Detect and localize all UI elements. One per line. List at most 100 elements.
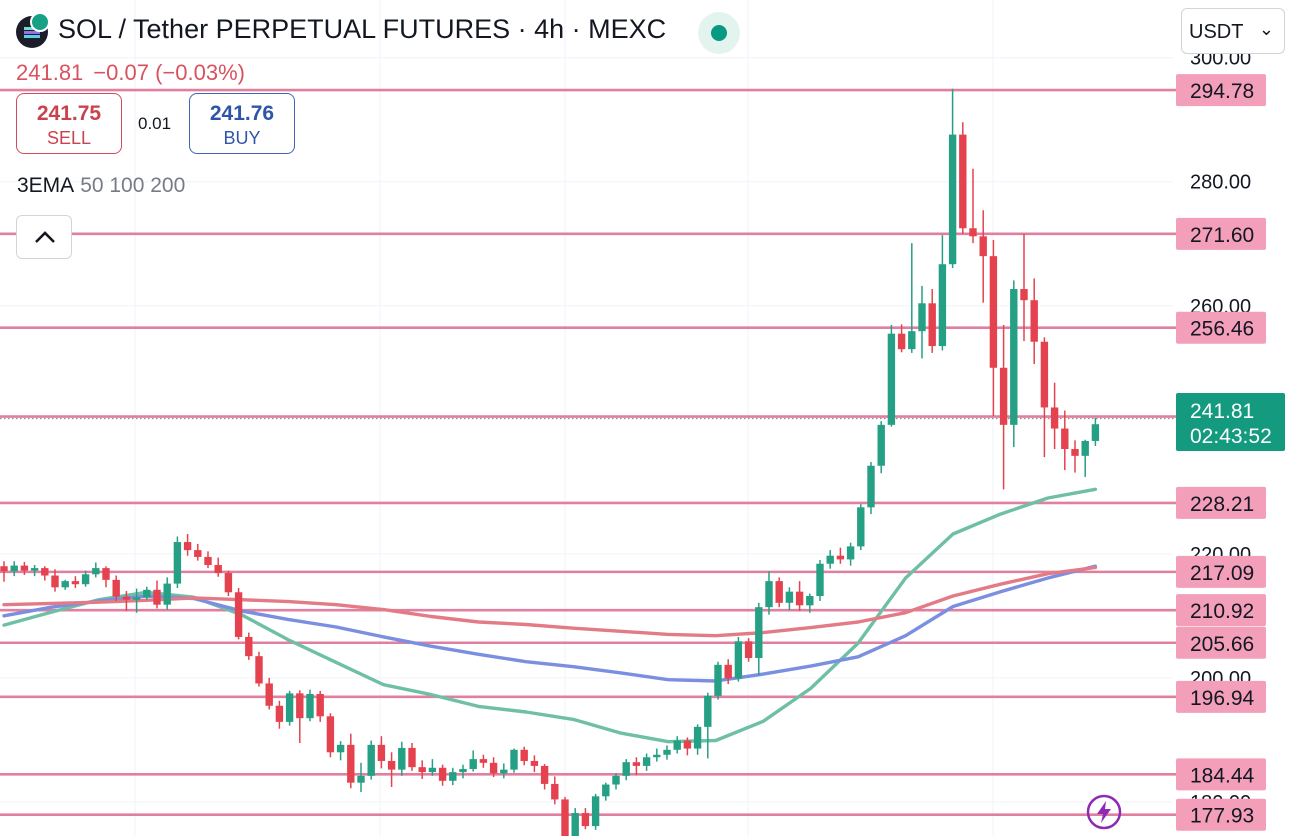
- candle-body: [775, 581, 783, 603]
- candle: [316, 690, 324, 722]
- last-price-label: 241.81 02:43:52: [1176, 393, 1285, 451]
- candle: [530, 755, 539, 773]
- candle-body: [673, 740, 681, 750]
- candle: [183, 533, 192, 556]
- candle-body: [357, 775, 365, 783]
- candle-body: [1050, 407, 1059, 429]
- candle: [71, 576, 80, 588]
- candle: [265, 677, 273, 710]
- candle-body: [551, 783, 559, 800]
- candle: [224, 570, 233, 596]
- candle-body: [173, 542, 182, 584]
- candle-body: [571, 813, 579, 836]
- candle: [428, 759, 437, 776]
- candle: [398, 741, 406, 776]
- candle: [30, 564, 39, 577]
- candle: [255, 651, 263, 687]
- candle-body: [449, 772, 457, 781]
- candle: [1091, 418, 1100, 446]
- chart-title[interactable]: SOL / Tether PERPETUAL FUTURES · 4h · ME…: [58, 14, 667, 44]
- candle: [306, 689, 314, 722]
- candle-body: [500, 769, 508, 774]
- candle-body: [51, 575, 59, 588]
- candle: [846, 542, 855, 566]
- collapse-legend-button[interactable]: [16, 215, 72, 259]
- candle-body: [887, 333, 896, 425]
- candle-body: [765, 581, 773, 608]
- live-status-dot-icon: [698, 12, 740, 54]
- candle-body: [438, 767, 447, 781]
- candles: [0, 88, 1100, 836]
- candle: [622, 759, 630, 781]
- candle: [1030, 278, 1038, 365]
- candle-body: [520, 749, 528, 761]
- lightning-icon[interactable]: [1086, 794, 1122, 830]
- indicator-name: 3EMA: [17, 174, 75, 197]
- candle-body: [755, 607, 763, 659]
- candle-body: [347, 744, 355, 783]
- candle-body: [846, 546, 855, 560]
- candle-body: [744, 641, 753, 659]
- price-summary: 241.81 −0.07 (−0.03%): [16, 60, 245, 86]
- candle-body: [428, 767, 437, 773]
- candle: [979, 210, 987, 303]
- sell-button[interactable]: 241.75 SELL: [16, 93, 122, 154]
- indicator-legend[interactable]: 3EMA 50 100 200: [17, 174, 185, 198]
- candle-body: [632, 762, 641, 766]
- candle-body: [928, 303, 936, 347]
- candle-body: [642, 757, 651, 766]
- candle-body: [398, 747, 406, 770]
- candle-body: [969, 228, 977, 237]
- candle-body: [1030, 300, 1038, 342]
- candle-body: [704, 695, 712, 727]
- candle: [877, 421, 885, 474]
- indicator-params: 50 100 200: [80, 174, 186, 197]
- candle-body: [938, 264, 947, 347]
- candle-body: [530, 760, 539, 766]
- candle: [469, 750, 477, 772]
- candle-body: [61, 581, 69, 588]
- candle: [234, 587, 243, 640]
- candle-body: [112, 579, 120, 597]
- candle-body: [285, 693, 294, 722]
- horizontal-levels: [0, 88, 1176, 817]
- candle-body: [245, 636, 253, 657]
- candle-body: [224, 573, 233, 593]
- candle: [173, 536, 182, 588]
- candle: [296, 690, 304, 743]
- candle: [449, 767, 457, 786]
- candle: [0, 561, 8, 582]
- candle: [1010, 280, 1018, 448]
- candle-body: [806, 596, 814, 606]
- currency-select[interactable]: USDT ⌄: [1181, 8, 1285, 54]
- candle-body: [234, 592, 243, 637]
- candle-body: [897, 333, 906, 350]
- candle: [81, 570, 90, 587]
- candle-body: [377, 744, 386, 761]
- candle: [245, 632, 253, 660]
- candle: [938, 235, 947, 351]
- buy-button[interactable]: 241.76 BUY: [189, 93, 295, 154]
- candle: [551, 776, 559, 805]
- candle-body: [540, 765, 549, 784]
- candle: [653, 748, 661, 762]
- level-label-7: 205.66: [1190, 633, 1254, 656]
- candle-body: [265, 683, 273, 706]
- candle: [663, 745, 671, 760]
- candle: [61, 579, 69, 590]
- candle-body: [734, 641, 743, 679]
- candle-body: [153, 589, 161, 605]
- candle: [102, 566, 110, 588]
- candle: [826, 550, 834, 569]
- candle: [285, 690, 294, 726]
- candle: [867, 462, 875, 515]
- candle-body: [826, 555, 834, 564]
- candle-body: [367, 744, 375, 776]
- candle: [153, 580, 161, 609]
- candle-body: [989, 256, 998, 368]
- level-badge-8: [1176, 680, 1266, 713]
- buy-price: 241.76: [209, 102, 275, 125]
- candle-body: [102, 568, 110, 580]
- ema-200-line: [2, 565, 1098, 638]
